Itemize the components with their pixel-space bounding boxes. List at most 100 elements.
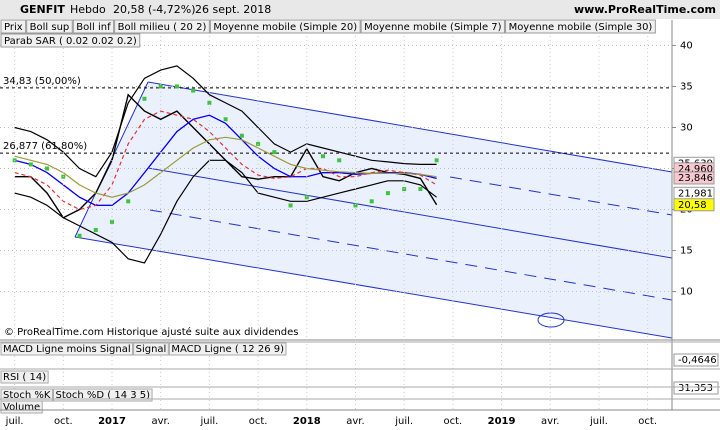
price-label: 21,981 (678, 188, 713, 199)
legend-button[interactable] (0, 19, 27, 34)
x-tick-label: juil. (199, 416, 218, 427)
legend-button[interactable] (26, 19, 73, 34)
panel-label-box (133, 342, 169, 356)
channel-line (147, 167, 672, 259)
legend-label: Moyenne mobile (Simple 20) (213, 22, 357, 33)
sar-dot (93, 228, 98, 233)
y-tick-label: 15 (680, 246, 693, 257)
sar-dot (304, 195, 309, 200)
legend-label: Moyenne mobile (Simple 7) (364, 22, 502, 33)
legend-button[interactable] (360, 19, 506, 34)
sar-dot (353, 203, 358, 208)
x-tick-label: juil. (5, 416, 24, 427)
level-label: 34,83 (50,00%) (3, 76, 81, 87)
sar-dot (77, 233, 82, 238)
panel-value-box (673, 353, 719, 367)
sar-dot (158, 84, 163, 89)
sar-dot (402, 187, 407, 192)
x-tick-label: avr. (151, 416, 169, 427)
series-line (14, 159, 437, 264)
x-tick-label: 2017 (98, 416, 126, 427)
channel-line (74, 236, 672, 339)
sar-dot (272, 150, 277, 155)
sar-dot (434, 158, 439, 163)
sar-dot (321, 154, 326, 159)
x-tick-label: oct. (444, 416, 463, 427)
ellipse (537, 312, 565, 328)
sar-dot (239, 133, 244, 138)
panel-label-box (0, 370, 49, 384)
panel-label: Stoch %D ( 14 3 5) (55, 390, 150, 401)
series-line (14, 136, 437, 198)
panel-value-box (673, 381, 719, 395)
legend-button[interactable] (72, 19, 115, 34)
legend-label: Prix (4, 22, 23, 33)
series-line (14, 110, 437, 211)
series-line (14, 65, 437, 178)
price-label-box (673, 171, 715, 185)
sar-dot (288, 203, 293, 208)
panel-label-box (168, 342, 287, 356)
sar-dot (207, 100, 212, 105)
price-label: 20,58 (678, 200, 707, 211)
legend-label: Boll milieu ( 20 2) (118, 22, 207, 33)
panel-label-box (52, 388, 153, 402)
price-label: 24,960 (678, 164, 713, 175)
channel-dashed (149, 209, 672, 301)
panel-label: RSI ( 14) (3, 372, 46, 383)
x-tick-label: avr. (346, 416, 364, 427)
legend-button[interactable] (114, 19, 210, 34)
price-label: 23,846 (678, 173, 713, 184)
sar-dot (191, 88, 196, 93)
legend-label: Moyenne mobile (Simple 30) (509, 22, 653, 33)
legend-button[interactable] (0, 33, 141, 48)
sar-dot (142, 96, 147, 101)
sar-dot (337, 158, 342, 163)
period: Hebdo (70, 3, 106, 16)
x-tick-label: oct. (638, 416, 657, 427)
channel-dashed (449, 176, 672, 216)
sar-dot (369, 199, 374, 204)
footer: © ProRealTime.com Historique ajusté suit… (4, 326, 298, 338)
symbol: GENFIT (20, 3, 65, 16)
panel-label: Volume (3, 402, 40, 413)
panel-label: MACD Ligne moins Signal (3, 344, 131, 355)
channel-fill (75, 82, 672, 338)
y-tick-label: 35 (680, 81, 693, 92)
price-label-box (673, 198, 715, 212)
y-tick-label: 40 (680, 40, 693, 51)
sar-dot (126, 199, 131, 204)
panel-label: Stoch %K (3, 390, 51, 401)
legend-label: Boll sup (30, 22, 70, 33)
legend-button[interactable] (505, 19, 656, 34)
last-price: 20,58 (-4,72%) (113, 3, 195, 16)
sar-dot (45, 166, 50, 171)
y-tick-label: 30 (680, 122, 693, 133)
site: www.ProRealTime.com (574, 3, 716, 16)
sar-dot (174, 84, 179, 89)
y-tick-label: 10 (680, 287, 693, 298)
legend-label: Boll inf (76, 22, 111, 33)
header-bar (0, 0, 720, 19)
sar-dot (256, 141, 261, 146)
legend-label: Parab SAR ( 0.02 0.02 0.2) (4, 36, 137, 47)
sar-dot (385, 191, 390, 196)
date: 26 sept. 2018 (195, 3, 271, 16)
panel-label: MACD Ligne ( 12 26 9) (171, 344, 284, 355)
x-tick-label: oct. (249, 416, 268, 427)
panel-value: 31,353 (678, 383, 713, 394)
x-tick-label: oct. (54, 416, 73, 427)
sar-dot (223, 117, 228, 122)
x-tick-label: juil. (589, 416, 608, 427)
panel-value: -0,4646 (678, 355, 717, 366)
sar-dot (28, 162, 33, 167)
channel (74, 81, 672, 339)
x-tick-label: 2018 (293, 416, 321, 427)
x-tick-label: 2019 (488, 416, 516, 427)
legend-button[interactable] (209, 19, 361, 34)
x-tick-label: avr. (541, 416, 559, 427)
panel-label-box (0, 342, 134, 356)
sar-dot (418, 187, 423, 192)
channel-line (147, 81, 672, 173)
